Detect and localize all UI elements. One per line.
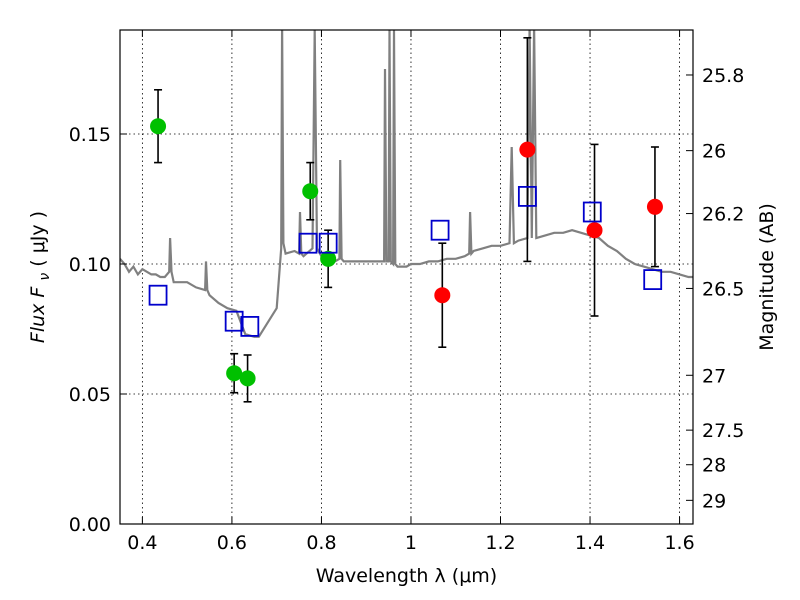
data-point-circle bbox=[150, 118, 167, 135]
x-tick-label: 0.8 bbox=[306, 532, 336, 554]
y2-tick-label: 29 bbox=[702, 490, 726, 512]
y-tick-label: 0.10 bbox=[69, 254, 111, 276]
model-spectrum-line bbox=[120, 30, 693, 338]
y2-tick-label: 28 bbox=[702, 455, 726, 477]
y2-tick-label: 26.5 bbox=[702, 278, 744, 300]
x-tick-label: 1.6 bbox=[664, 532, 694, 554]
data-point-circle bbox=[302, 183, 319, 200]
y2-tick-label: 25.8 bbox=[702, 65, 744, 87]
data-point-circle bbox=[320, 250, 337, 267]
y-tick-label: 0.00 bbox=[69, 514, 111, 536]
data-point-circle bbox=[226, 365, 243, 382]
data-point-square bbox=[224, 310, 244, 332]
data-point-circle bbox=[586, 222, 603, 239]
data-point-square bbox=[643, 269, 663, 291]
y2-axis-title: Magnitude (AB) bbox=[756, 203, 778, 351]
data-point-square bbox=[318, 232, 338, 254]
y-tick-label: 0.15 bbox=[69, 124, 111, 146]
x-axis-title: Wavelength λ (μm) bbox=[316, 565, 497, 587]
y2-tick-label: 26 bbox=[702, 141, 726, 163]
y-axis-title: Flux F ν ( μJy ) bbox=[27, 211, 53, 343]
data-point-square bbox=[582, 201, 602, 223]
data-point-square bbox=[298, 232, 318, 254]
data-point-circle bbox=[434, 287, 451, 304]
x-tick-label: 1 bbox=[405, 532, 417, 554]
y2-tick-label: 27.5 bbox=[702, 420, 744, 442]
y2-tick-label: 27 bbox=[702, 365, 726, 387]
plot-frame bbox=[119, 29, 694, 525]
x-tick-label: 1.2 bbox=[485, 532, 515, 554]
y-tick-label: 0.05 bbox=[69, 384, 111, 406]
data-point-circle bbox=[646, 198, 663, 215]
x-tick-label: 0.4 bbox=[127, 532, 157, 554]
y2-tick-label: 26.2 bbox=[702, 204, 744, 226]
data-point-square bbox=[517, 185, 537, 207]
data-point-square bbox=[148, 284, 168, 306]
data-point-square bbox=[430, 219, 450, 241]
data-point-square bbox=[240, 315, 260, 337]
x-tick-label: 1.4 bbox=[575, 532, 605, 554]
x-tick-label: 0.6 bbox=[217, 532, 247, 554]
data-point-circle bbox=[519, 141, 536, 158]
data-point-circle bbox=[239, 370, 256, 387]
